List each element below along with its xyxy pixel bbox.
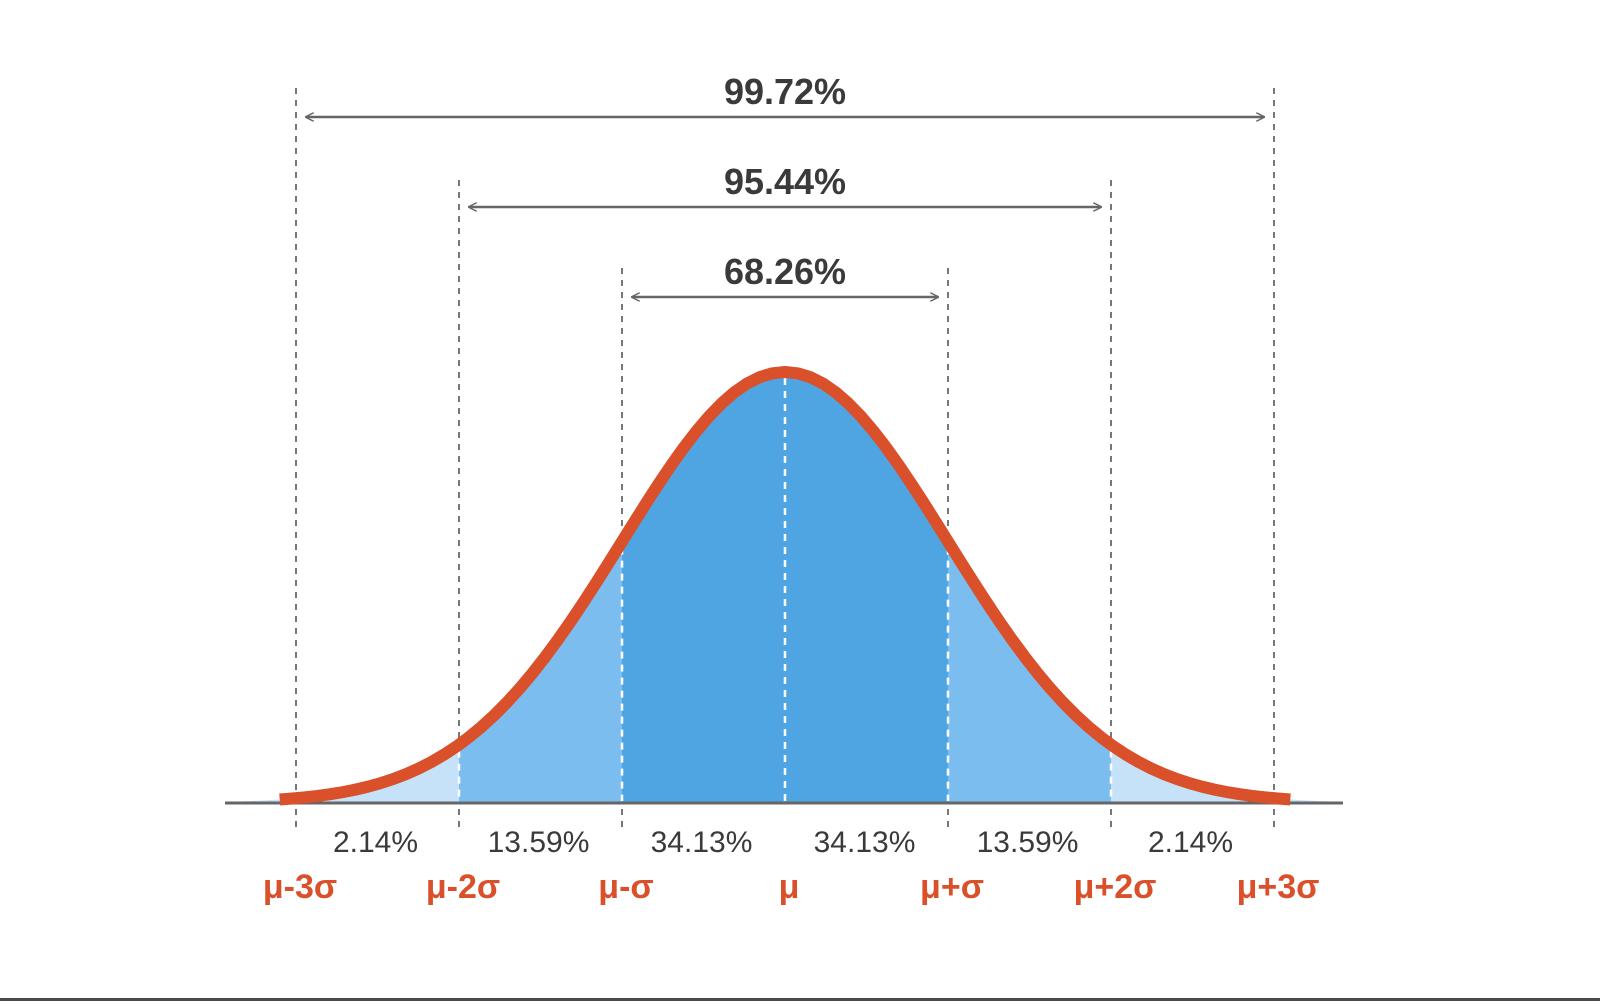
- region-fill-5: [1111, 744, 1274, 803]
- span-label-0: 99.72%: [724, 71, 846, 112]
- region-label-2: 34.13%: [651, 826, 753, 859]
- region-label-3: 34.13%: [814, 826, 916, 859]
- curve-layer: [279, 366, 1291, 806]
- region-label-4: 13.59%: [977, 826, 1079, 859]
- tick-label-6: μ+3σ: [1237, 868, 1320, 906]
- label-layer: 2.14% 13.59% 34.13% 34.13% 13.59% 2.14% μ-3σ μ-…: [263, 826, 1320, 906]
- span-label-2: 68.26%: [724, 251, 846, 292]
- region-fill-0: [296, 744, 459, 803]
- tick-label-0: μ-3σ: [263, 868, 337, 906]
- tick-label-1: μ-2σ: [426, 868, 500, 906]
- span-layer: 99.72% 95.44% 68.26%: [306, 71, 1264, 297]
- region-label-5: 2.14%: [1148, 826, 1233, 859]
- region-label-1: 13.59%: [488, 826, 590, 859]
- tick-label-2: μ-σ: [598, 868, 653, 906]
- tick-label-5: μ+2σ: [1074, 868, 1157, 906]
- bottom-divider: [0, 998, 1600, 1001]
- tick-label-3: μ: [779, 868, 800, 906]
- span-label-1: 95.44%: [724, 161, 846, 202]
- region-fill-2: [622, 372, 785, 803]
- guide-layer: [294, 88, 1276, 828]
- region-label-0: 2.14%: [333, 826, 418, 859]
- region-fill-3: [785, 372, 948, 803]
- tick-label-4: μ+σ: [920, 868, 984, 906]
- density-curve: [279, 366, 1291, 806]
